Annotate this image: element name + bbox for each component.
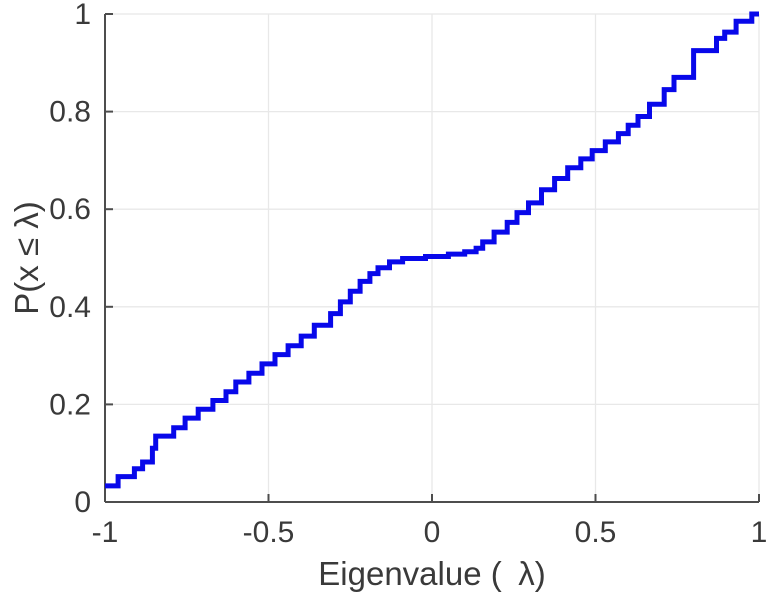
x-axis-label: Eigenvalue ( λ) [318, 555, 545, 592]
y-tick-label: 0.4 [49, 291, 91, 324]
axis-layer [104, 13, 760, 503]
x-tick-label: 1 [751, 516, 768, 549]
x-tick-label: -0.5 [243, 516, 295, 549]
tick-label-layer: -1 -0.5 0 0.5 1 0 0.2 0.4 0.6 0.8 1 [49, 0, 767, 549]
y-tick-label: 0.8 [49, 96, 91, 129]
y-tick-label: 0 [74, 486, 91, 519]
y-axis-label: P(x ≤ λ) [8, 201, 45, 314]
y-tick-label: 0.6 [49, 193, 91, 226]
x-tick-label: -1 [92, 516, 119, 549]
y-tick-label: 1 [74, 0, 91, 31]
x-tick-label: 0 [424, 516, 441, 549]
ecdf-step-line [105, 11, 759, 489]
y-tick-label: 0.2 [49, 388, 91, 421]
x-tick-label: 0.5 [575, 516, 617, 549]
